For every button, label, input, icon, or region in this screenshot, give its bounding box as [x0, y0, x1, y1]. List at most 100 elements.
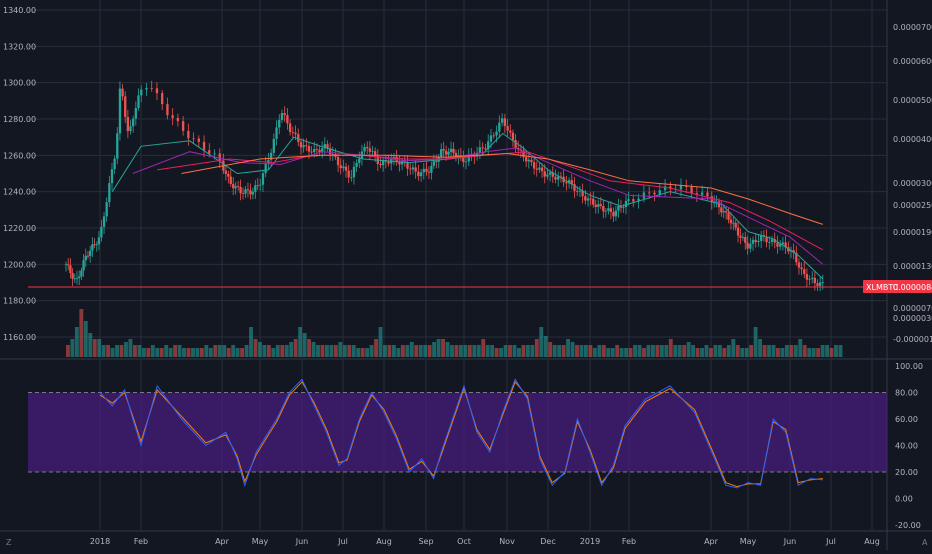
right-tick-label: 0.00000300 — [893, 314, 932, 323]
bottom-right-icon[interactable]: A — [922, 538, 928, 547]
candle-body — [232, 184, 235, 189]
candle-body — [454, 152, 458, 158]
volume-bar — [208, 348, 213, 357]
candle-body — [124, 96, 127, 118]
volume-bar — [802, 345, 807, 357]
volume-bar — [472, 345, 477, 357]
volume-bar — [726, 345, 731, 357]
candle-body — [648, 192, 651, 194]
volume-bar — [584, 345, 588, 357]
left-tick-label: 1340.00 — [3, 6, 36, 15]
volume-bar — [552, 345, 557, 357]
time-tick-label: Nov — [499, 537, 515, 546]
volume-bar — [525, 345, 530, 357]
volume-bar — [566, 339, 571, 357]
candle-body — [387, 161, 390, 164]
left-tick-label: 1280.00 — [3, 115, 36, 124]
candle-body — [347, 170, 350, 178]
stochastic-pane[interactable]: 100.00 80.00 60.00 40.00 20.00 0.00 -20.00 — [28, 360, 923, 530]
candle-body — [398, 162, 401, 165]
price-tag-symbol: XLMBTC — [866, 283, 899, 292]
stoch-k-line — [99, 378, 823, 489]
volume-bar — [838, 345, 843, 357]
volume-bar — [405, 345, 410, 357]
volume-bar — [423, 345, 428, 357]
volume-bar — [298, 327, 303, 357]
volume-bar — [619, 348, 624, 357]
candle-body — [746, 242, 749, 249]
candle-body — [197, 138, 200, 142]
candle-body — [760, 235, 763, 241]
volume-bar — [490, 345, 495, 357]
volume-bar — [811, 348, 816, 357]
candle-body — [525, 157, 528, 162]
volume-bar — [780, 348, 785, 357]
candle-body — [264, 163, 267, 174]
volume-bar — [275, 345, 280, 357]
volume-bar — [592, 348, 597, 357]
candle-body — [110, 169, 114, 184]
volume-bar — [717, 345, 722, 357]
candle-body — [239, 186, 242, 194]
volume-bar — [521, 345, 526, 357]
candle-body — [427, 171, 431, 173]
candle-body — [305, 145, 308, 147]
last-price-tag: XLMBTC 0.00000843 — [863, 280, 932, 293]
volume-bar — [106, 345, 111, 357]
bottom-left-icon[interactable]: Z — [6, 538, 12, 547]
candle-body — [171, 115, 174, 118]
volume-bar — [320, 345, 325, 357]
time-tick-label: 2019 — [580, 537, 600, 546]
volume-bar — [691, 345, 696, 357]
candle-body — [208, 150, 211, 154]
candle-body — [619, 206, 623, 208]
candle-body — [617, 206, 620, 211]
candle-body — [166, 104, 169, 116]
candle-body — [379, 163, 382, 166]
volume-bar — [177, 345, 182, 357]
candle-body — [105, 202, 108, 217]
candle-body — [288, 123, 292, 133]
candle-body — [140, 89, 143, 96]
volume-bar — [548, 342, 553, 357]
candle-body — [187, 130, 190, 139]
volume-bar — [271, 348, 276, 357]
moving-average-1 — [111, 132, 824, 280]
candle-body — [269, 152, 273, 160]
volume-bar — [159, 348, 164, 357]
candle-body — [261, 173, 265, 185]
stoch-tick-label: 20.00 — [895, 468, 918, 477]
candle-body — [784, 242, 787, 248]
candle-body — [75, 278, 79, 279]
volume-bar — [226, 348, 231, 357]
candle-body — [452, 148, 455, 153]
candle-body — [470, 154, 473, 156]
candle-body — [218, 153, 221, 161]
a-icon[interactable]: A — [922, 538, 928, 547]
candle-body — [578, 190, 582, 192]
candle-body — [328, 148, 332, 155]
candle-body — [224, 170, 228, 174]
candle-body — [540, 167, 544, 172]
volume-bar — [222, 345, 227, 357]
volume-bar — [365, 348, 370, 357]
candle-body — [400, 161, 404, 165]
candle-body — [342, 166, 345, 169]
volume-bar — [731, 339, 736, 357]
candle-body — [724, 211, 728, 213]
volume-bar — [253, 339, 258, 357]
right-tick-label: 0.00001300 — [893, 262, 932, 271]
candle-body — [573, 184, 576, 191]
volume-bar — [650, 345, 655, 357]
volume-bar — [700, 348, 704, 357]
z-icon[interactable]: Z — [6, 538, 12, 547]
candle-body — [722, 211, 725, 213]
candle-body — [64, 264, 68, 266]
volume-bar — [543, 336, 548, 357]
candle-body — [283, 113, 286, 116]
candle-body — [519, 149, 523, 151]
volume-bar — [374, 339, 378, 357]
time-axis: 2018 Feb Apr May Jun Jul Aug Sep Oct Nov Dec 2019 Fe… — [0, 530, 932, 546]
candle-body — [118, 88, 122, 134]
